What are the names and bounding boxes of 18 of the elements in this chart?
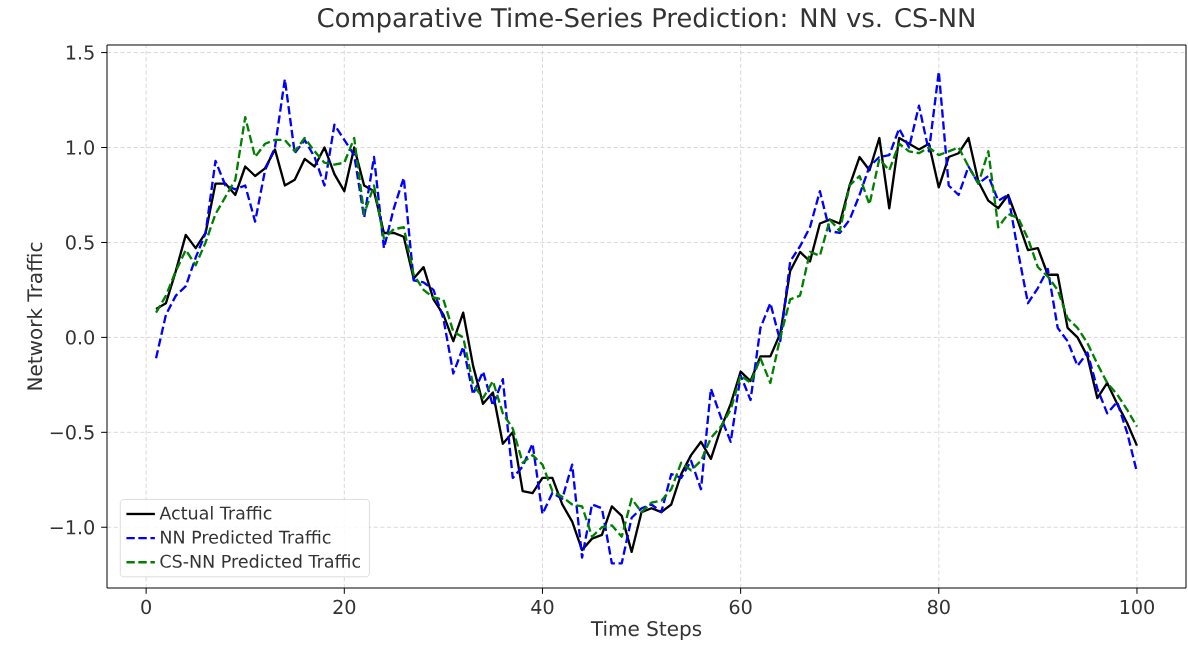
x-tick-label: 80 [927, 599, 950, 615]
y-tick-label: −0.5 [50, 425, 94, 440]
y-tick-label: −1.0 [50, 520, 95, 535]
x-tick-label: 0 [141, 599, 151, 615]
legend-label: NN Predicted Traffic [161, 530, 331, 544]
y-tick-label: 1.0 [66, 140, 95, 155]
chart-title: Comparative Time-Series Prediction: NN vs. CS-NN [318, 7, 974, 33]
y-tick-label: 0.5 [66, 235, 94, 250]
y-tick-label: 0.0 [66, 330, 95, 345]
legend-label: CS-NN Predicted Traffic [160, 554, 360, 568]
x-tick-label: 100 [1120, 599, 1154, 615]
y-tick-label: 1.5 [66, 45, 94, 60]
x-tick-label: 60 [729, 599, 752, 615]
x-tick-label: 40 [531, 599, 554, 615]
x-axis-title: Time Steps [590, 620, 702, 641]
y-axis-title: Network Traffic [26, 242, 43, 390]
legend-label: Actual Traffic [159, 506, 272, 520]
x-tick-label: 20 [333, 599, 356, 615]
